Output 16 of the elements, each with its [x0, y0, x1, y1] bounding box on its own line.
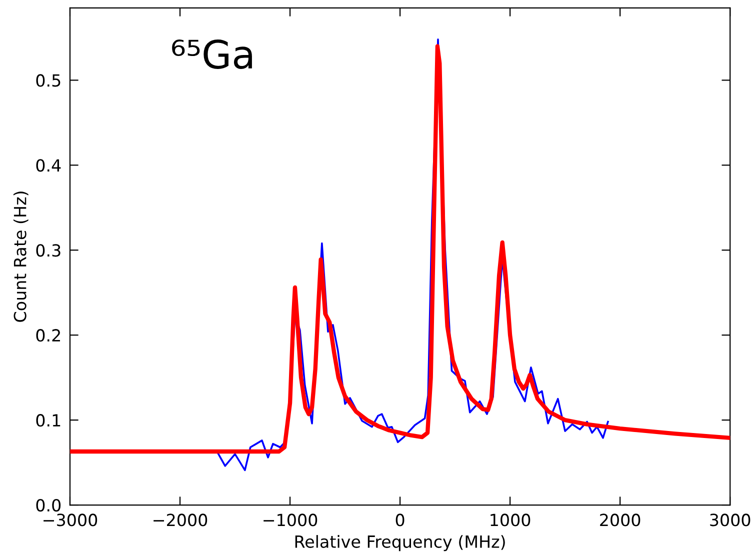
y-tick-label: 0.4 [36, 159, 61, 172]
x-axis-title: Relative Frequency (MHz) [295, 535, 505, 552]
x-tick-label: 1000 [490, 514, 530, 526]
y-tick-label: 0.2 [36, 329, 60, 342]
y-tick-label: 0.3 [36, 244, 60, 257]
y-tick-label: 0.1 [36, 414, 60, 427]
x-tick-label: −2000 [154, 514, 208, 526]
y-tick-label: 0.0 [36, 498, 61, 512]
x-tick-label: 3000 [710, 514, 750, 526]
annotation: ⁶⁵Ga [172, 40, 252, 69]
y-tick-label: 0.5 [36, 74, 60, 87]
x-tick-label: 2000 [600, 514, 640, 526]
x-tick-label: 0 [396, 514, 404, 526]
x-tick-label: −1000 [264, 514, 318, 526]
y-axis-title: Count Rate (Hz) [13, 192, 28, 322]
x-tick-label: −3000 [44, 514, 98, 526]
